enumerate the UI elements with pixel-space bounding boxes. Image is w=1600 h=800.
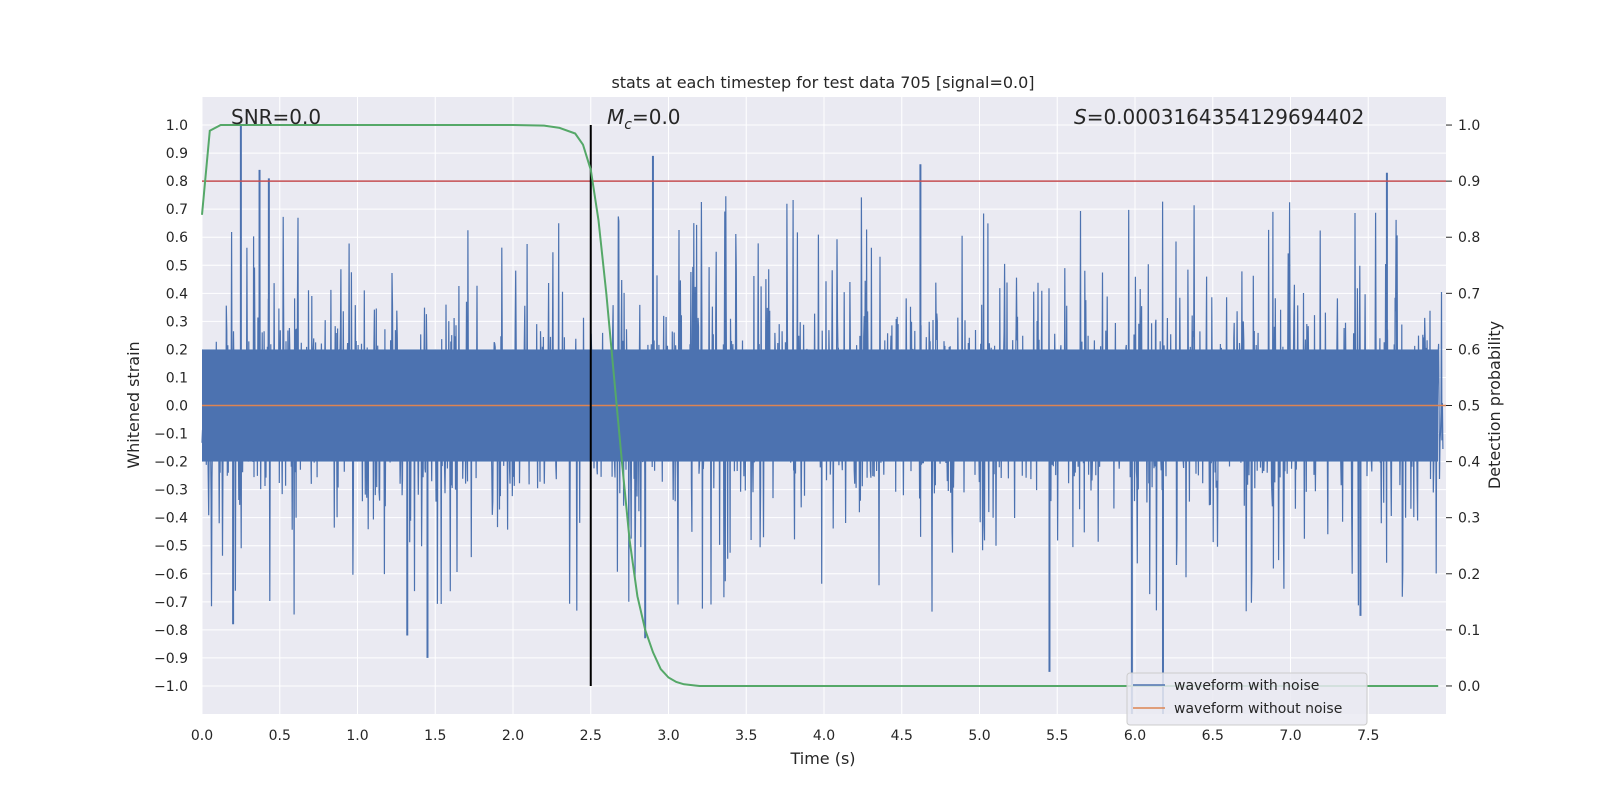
score-value: =0.0003164354129694402 (1087, 105, 1365, 129)
y-tick-label: 0.6 (166, 230, 188, 246)
x-tick-label: 3.0 (657, 728, 679, 744)
x-axis-label: Time (s) (789, 749, 855, 768)
chirp-mass-subscript: c (624, 117, 632, 133)
x-tick-label: 1.0 (346, 728, 368, 744)
y2-tick-label: 0.1 (1458, 623, 1480, 639)
y-tick-label: 0.1 (166, 370, 188, 386)
y-tick-label: −0.3 (154, 483, 188, 499)
snr-annotation: SNR=0.0 (231, 105, 321, 129)
y-tick-label: −0.8 (154, 623, 188, 639)
y2-ticks: 1.0 0.9 0.8 0.7 0.6 0.5 0.4 0.3 0.2 0.1 0.0 (1446, 118, 1480, 695)
legend-label-noise: waveform with noise (1174, 678, 1319, 694)
y-tick-label: −0.7 (154, 595, 188, 611)
y-tick-label: 0.2 (166, 342, 188, 358)
y-axis-label: Whitened strain (124, 341, 143, 468)
x-tick-label: 5.5 (1046, 728, 1068, 744)
y2-tick-label: 0.2 (1458, 567, 1480, 583)
x-tick-label: 5.0 (968, 728, 990, 744)
y2-tick-label: 0.9 (1458, 174, 1480, 190)
x-tick-label: 4.0 (813, 728, 835, 744)
y-tick-label: 1.0 (166, 118, 188, 134)
x-tick-label: 3.5 (735, 728, 757, 744)
y2-tick-label: 0.8 (1458, 230, 1480, 246)
chirp-mass-value: =0.0 (632, 105, 681, 129)
y-tick-label: 0.8 (166, 174, 188, 190)
x-tick-label: 4.5 (891, 728, 913, 744)
score-symbol: S (1074, 105, 1087, 129)
y-tick-label: 0.9 (166, 146, 188, 162)
x-ticks: 0.0 0.5 1.0 1.5 2.0 2.5 3.0 3.5 4.0 4.5 5.0 5.5 6.0 6… (191, 728, 1380, 744)
y-tick-label: −1.0 (154, 679, 188, 695)
legend: waveform with noise waveform without noi… (1126, 672, 1368, 726)
detection-probability-line (201, 124, 1439, 687)
y-tick-label: −0.5 (154, 539, 188, 555)
x-tick-label: 6.0 (1124, 728, 1146, 744)
y-tick-label: 0.3 (166, 314, 188, 330)
x-tick-label: 7.0 (1279, 728, 1301, 744)
overlays (201, 124, 1446, 687)
x-tick-label: 2.5 (580, 728, 602, 744)
y2-tick-label: 1.0 (1458, 118, 1480, 134)
y-ticks: 1.0 0.9 0.8 0.7 0.6 0.5 0.4 0.3 0.2 0.1 0.0 −0.1 −0.… (154, 118, 188, 695)
y2-tick-label: 0.6 (1458, 342, 1480, 358)
score-annotation: S=0.0003164354129694402 (1074, 105, 1364, 129)
chirp-mass-annotation: Mc=0.0 (607, 105, 681, 133)
x-tick-label: 0.0 (191, 728, 213, 744)
y2-tick-label: 0.5 (1458, 399, 1480, 415)
y2-tick-label: 0.0 (1458, 679, 1480, 695)
chirp-mass-symbol: M (607, 105, 624, 129)
y2-axis-label: Detection probability (1485, 321, 1504, 489)
y2-tick-label: 0.7 (1458, 286, 1480, 302)
legend-box (1126, 672, 1368, 726)
y-tick-label: −0.1 (154, 427, 188, 443)
y-tick-label: −0.6 (154, 567, 188, 583)
y-tick-label: 0.4 (166, 286, 188, 302)
x-tick-label: 7.5 (1357, 728, 1379, 744)
y-tick-label: −0.2 (154, 455, 188, 471)
y-tick-label: −0.4 (154, 511, 188, 527)
y-tick-label: −0.9 (154, 651, 188, 667)
y-tick-label: 0.0 (166, 399, 188, 415)
x-tick-label: 1.5 (424, 728, 446, 744)
x-tick-label: 2.0 (502, 728, 524, 744)
chart-title: stats at each timestep for test data 705… (611, 73, 1034, 92)
x-tick-label: 0.5 (269, 728, 291, 744)
y2-tick-label: 0.3 (1458, 511, 1480, 527)
legend-label-clean: waveform without noise (1174, 701, 1342, 717)
y-tick-label: 0.5 (166, 258, 188, 274)
x-tick-label: 6.5 (1202, 728, 1224, 744)
y2-tick-label: 0.4 (1458, 455, 1480, 471)
y-tick-label: 0.7 (166, 202, 188, 218)
